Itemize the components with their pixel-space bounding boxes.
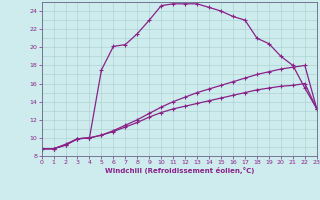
X-axis label: Windchill (Refroidissement éolien,°C): Windchill (Refroidissement éolien,°C) [105,167,254,174]
